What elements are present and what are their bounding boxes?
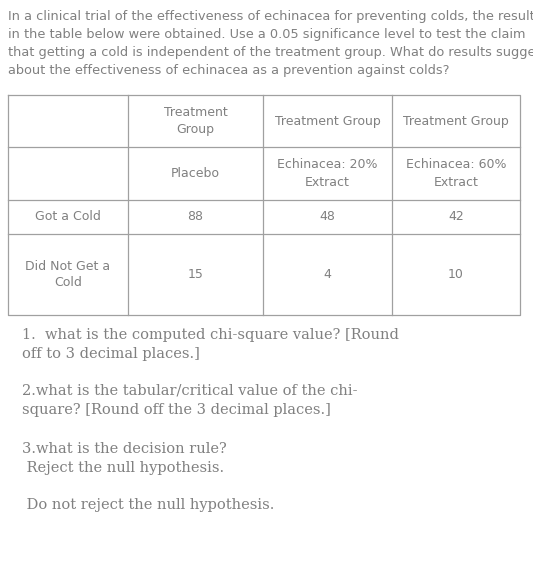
Text: Echinacea: 20%
Extract: Echinacea: 20% Extract (277, 158, 378, 188)
Text: 10: 10 (448, 268, 464, 281)
Text: Echinacea: 60%
Extract: Echinacea: 60% Extract (406, 158, 506, 188)
Text: Reject the null hypothesis.: Reject the null hypothesis. (22, 461, 224, 475)
Text: Treatment
Group: Treatment Group (164, 106, 228, 136)
Text: Do not reject the null hypothesis.: Do not reject the null hypothesis. (22, 498, 274, 512)
Text: about the effectiveness of echinacea as a prevention against colds?: about the effectiveness of echinacea as … (8, 64, 449, 77)
Text: 48: 48 (320, 211, 335, 224)
Text: Placebo: Placebo (171, 167, 220, 180)
Text: off to 3 decimal places.]: off to 3 decimal places.] (22, 347, 200, 361)
Text: that getting a cold is independent of the treatment group. What do results sugge: that getting a cold is independent of th… (8, 46, 533, 59)
Text: 42: 42 (448, 211, 464, 224)
Text: 4: 4 (324, 268, 332, 281)
Text: Treatment Group: Treatment Group (403, 115, 509, 128)
Text: 15: 15 (188, 268, 204, 281)
Text: in the table below were obtained. Use a 0.05 significance level to test the clai: in the table below were obtained. Use a … (8, 28, 526, 41)
Text: In a clinical trial of the effectiveness of echinacea for preventing colds, the : In a clinical trial of the effectiveness… (8, 10, 533, 23)
Text: Did Not Get a
Cold: Did Not Get a Cold (26, 260, 110, 289)
Text: square? [Round off the 3 decimal places.]: square? [Round off the 3 decimal places.… (22, 403, 331, 417)
Text: 88: 88 (188, 211, 204, 224)
Text: Treatment Group: Treatment Group (274, 115, 381, 128)
Text: 3.what is the decision rule?: 3.what is the decision rule? (22, 442, 227, 456)
Text: 2.what is the tabular/critical value of the chi-: 2.what is the tabular/critical value of … (22, 384, 358, 398)
Text: Got a Cold: Got a Cold (35, 211, 101, 224)
Text: 1.  what is the computed chi-square value? [Round: 1. what is the computed chi-square value… (22, 328, 399, 342)
